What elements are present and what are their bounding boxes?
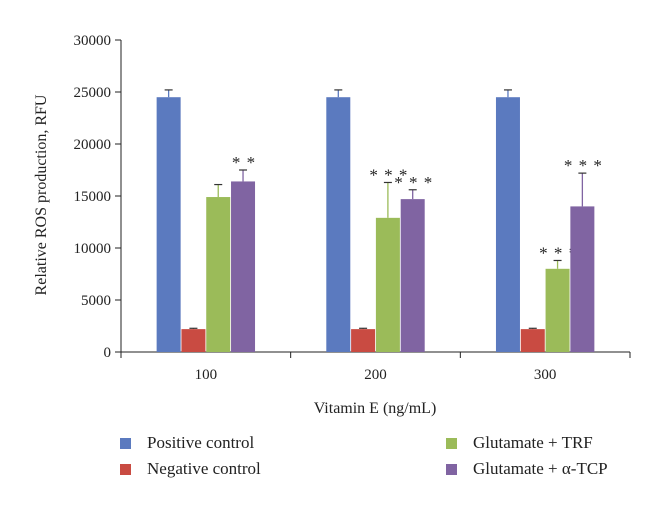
bar (206, 197, 231, 352)
legend-item: Negative control (120, 458, 261, 480)
legend-label: Positive control (147, 433, 255, 452)
y-axis: 0 5000 10000 15000 20000 25000 30000 (74, 33, 122, 361)
y-tick-label: 0 (104, 345, 112, 361)
legend-swatch (446, 463, 457, 475)
bar (231, 181, 256, 352)
x-axis-title: Vitamin E (ng/mL) (314, 400, 437, 417)
x-tick-label: 100 (195, 367, 218, 383)
bar (181, 329, 206, 352)
bars: * * ** * ** ** * ** * * (156, 89, 603, 352)
bar (156, 97, 181, 352)
legend-item: Positive control (120, 432, 254, 454)
bar (326, 97, 351, 352)
legend-swatch (120, 463, 131, 475)
x-tick-label: 300 (534, 367, 557, 383)
bar (400, 199, 425, 352)
y-tick-label: 20000 (74, 137, 112, 153)
y-tick-label: 25000 (74, 85, 112, 101)
y-tick-label: 15000 (74, 189, 112, 205)
legend-swatch (120, 437, 131, 449)
bar (570, 206, 595, 352)
bar (375, 217, 400, 352)
y-tick-label: 5000 (81, 293, 111, 309)
bar-chart: 0 5000 10000 15000 20000 25000 30000 100 200 300… (33, 33, 631, 417)
legend-label: Glutamate + α-TCP (473, 459, 608, 478)
bar (351, 329, 376, 352)
legend-item: Glutamate + α-TCP (446, 458, 608, 480)
significance-label: * * * (539, 243, 578, 262)
legend: Positive control Negative control Glutamat… (120, 432, 640, 502)
significance-label: * * * (369, 165, 408, 184)
legend-label: Glutamate + TRF (473, 433, 593, 452)
x-tick-label: 200 (364, 367, 387, 383)
significance-label: * * * (564, 156, 603, 175)
bar (520, 329, 545, 352)
bar (545, 268, 570, 352)
y-axis-title: Relative ROS production, RFU (33, 94, 50, 295)
significance-label: * * (232, 153, 256, 172)
bar (495, 97, 520, 352)
x-axis: 100 200 300 (120, 351, 631, 383)
y-tick-label: 30000 (74, 33, 112, 49)
y-tick-label: 10000 (74, 241, 112, 257)
significance-label: * * * (394, 173, 433, 192)
legend-label: Negative control (147, 459, 261, 478)
legend-item: Glutamate + TRF (446, 432, 593, 454)
legend-swatch (446, 437, 457, 449)
